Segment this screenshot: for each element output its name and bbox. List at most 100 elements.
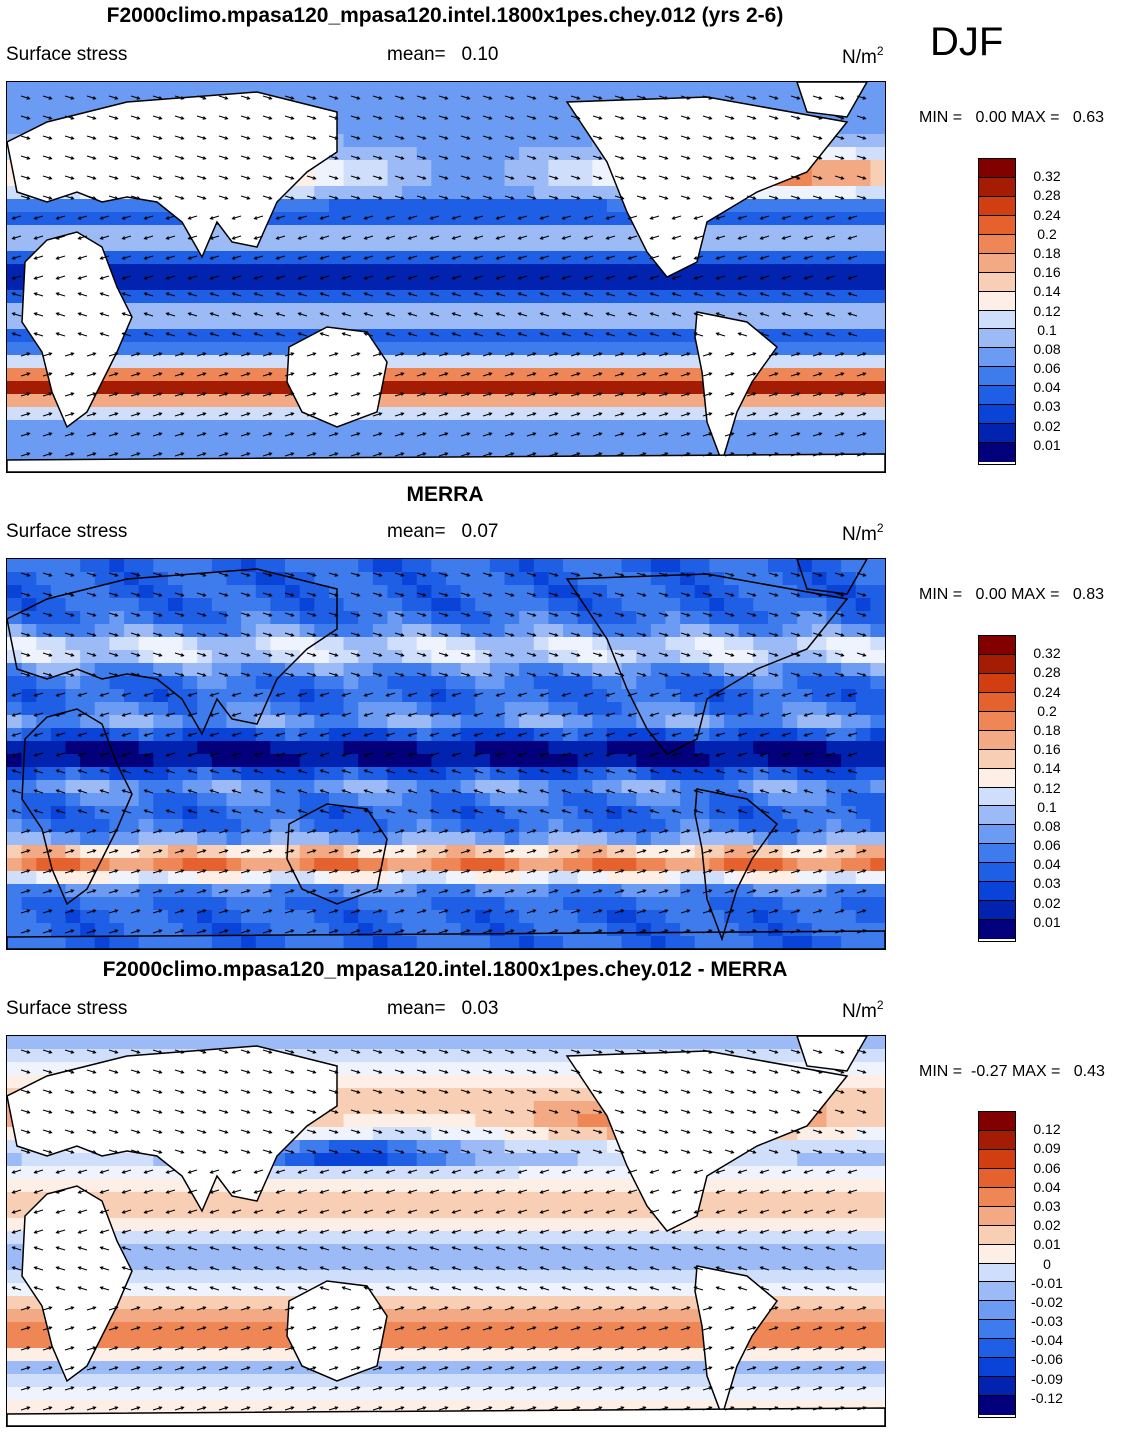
field-cell [328, 186, 345, 200]
field-cell [577, 134, 593, 148]
field-cell [519, 147, 535, 161]
vector-arrow-head [576, 96, 581, 100]
field-cell [211, 858, 228, 872]
field-cell [446, 264, 462, 278]
field-cell [797, 897, 813, 911]
vector-arrow-head [671, 216, 676, 220]
vector-arrow-head [70, 116, 75, 120]
field-cell [431, 676, 447, 690]
field-cell [182, 381, 198, 395]
field-cell [680, 559, 696, 573]
field-cell [855, 871, 871, 885]
vector-arrow [834, 392, 844, 397]
field-cell [811, 754, 828, 768]
field-cell [446, 238, 462, 252]
field-cell [694, 767, 710, 781]
field-cell [402, 819, 418, 833]
field-cell [841, 407, 857, 421]
field-cell [285, 637, 301, 651]
field-cell [724, 663, 740, 677]
field-cell [21, 702, 37, 716]
field-cell [855, 624, 871, 638]
field-cell [855, 637, 871, 651]
vector-arrow [218, 135, 228, 140]
vector-arrow [804, 292, 814, 297]
field-cell [767, 806, 784, 820]
vector-arrow-head [253, 236, 258, 240]
vector-arrow [834, 155, 844, 160]
field-cell [489, 433, 506, 447]
vector-arrow [298, 235, 308, 240]
vector-arrow [592, 175, 602, 180]
field-cell [431, 741, 447, 755]
vector-arrow-head [774, 96, 779, 100]
vector-arrow-head [627, 292, 632, 296]
field-cell [811, 897, 828, 911]
field-cell [533, 225, 550, 239]
field-cell [709, 780, 725, 794]
field-cell [372, 572, 389, 586]
field-cell [533, 741, 550, 755]
vector-arrow [328, 115, 338, 120]
field-cell [489, 611, 506, 625]
field-cell [21, 342, 37, 356]
field-cell [109, 212, 125, 226]
vector-arrow [86, 452, 96, 457]
vector-arrow [276, 215, 286, 220]
field-cell [431, 121, 447, 135]
field-cell [124, 342, 140, 356]
field-cell [577, 715, 593, 729]
field-cell [402, 82, 418, 96]
vector-arrow [56, 215, 66, 220]
field-cell [636, 871, 652, 885]
field-cell [241, 676, 257, 690]
field-cell [211, 845, 228, 859]
vector-arrow-head [642, 452, 647, 456]
field-cell [431, 290, 447, 304]
vector-arrow [562, 235, 572, 240]
field-cell [255, 368, 271, 382]
field-cell [21, 585, 37, 599]
vector-arrow-head [627, 332, 632, 336]
field-cell [241, 342, 257, 356]
field-cell [124, 559, 140, 573]
vector-arrow [166, 292, 176, 297]
field-cell [65, 212, 81, 226]
field-cell [109, 689, 125, 703]
vector-arrow [108, 432, 118, 437]
field-cell [416, 611, 432, 625]
field-cell [314, 897, 330, 911]
field-cell [797, 702, 813, 716]
field-cell [504, 585, 520, 599]
vector-arrow [240, 372, 250, 377]
vector-arrow-head [561, 312, 566, 316]
field-cell [21, 598, 37, 612]
field-cell [343, 238, 359, 252]
colorbar-swatch [979, 272, 1015, 292]
field-cell [606, 780, 623, 794]
vector-arrow [416, 175, 426, 180]
field-cell [460, 780, 476, 794]
field-cell [841, 663, 857, 677]
field-cell [650, 303, 667, 317]
field-cell [460, 303, 476, 317]
field-cell [36, 871, 52, 885]
vector-arrow-head [686, 136, 691, 140]
map-panel-1 [6, 81, 886, 473]
field-cell [285, 585, 301, 599]
vector-arrow-head [33, 332, 38, 336]
vector-arrow-head [165, 292, 170, 296]
vector-arrow [232, 292, 242, 297]
field-cell [182, 715, 198, 729]
field-cell [767, 624, 784, 638]
field-cell [314, 290, 330, 304]
field-cell [826, 832, 842, 846]
vector-arrow-head [253, 216, 258, 220]
vector-arrow [474, 292, 484, 297]
field-cell [431, 767, 447, 781]
vector-arrow-head [598, 96, 603, 100]
field-cell [826, 871, 842, 885]
vector-arrow-head [664, 176, 669, 180]
field-cell [285, 277, 301, 291]
vector-arrow [350, 175, 360, 180]
